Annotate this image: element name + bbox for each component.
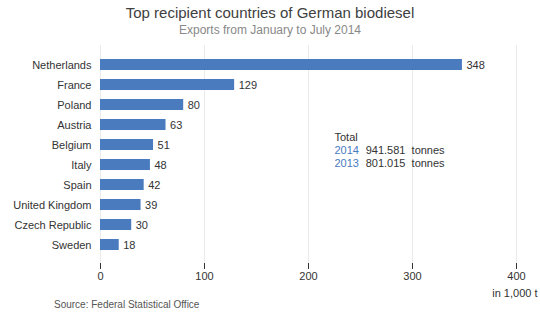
html-text:Top recipient countries of Ger: Top recipient countries of German biodie… xyxy=(125,4,415,21)
svg-text:Sweden: Sweden xyxy=(52,239,92,251)
svg-text:Poland: Poland xyxy=(57,99,91,111)
svg-text:51: 51 xyxy=(158,139,170,151)
svg-text:Netherlands: Netherlands xyxy=(32,59,92,71)
svg-text:200: 200 xyxy=(299,270,317,282)
svg-text:Austria: Austria xyxy=(57,119,92,131)
svg-text:48: 48 xyxy=(154,159,166,171)
svg-text:2013: 2013 xyxy=(335,157,359,169)
svg-text:in 1,000 t: in 1,000 t xyxy=(492,287,537,299)
html-text:Exports from January to July 2: Exports from January to July 2014 xyxy=(179,23,361,37)
svg-text:39: 39 xyxy=(145,199,157,211)
svg-text:18: 18 xyxy=(123,239,135,251)
svg-text:941.581 tonnes: 941.581 tonnes xyxy=(366,144,445,156)
svg-text:France: France xyxy=(57,79,91,91)
svg-text:Italy: Italy xyxy=(71,159,92,171)
svg-text:2014: 2014 xyxy=(335,144,359,156)
svg-text:42: 42 xyxy=(148,179,160,191)
svg-text:300: 300 xyxy=(403,270,421,282)
svg-text:Spain: Spain xyxy=(63,179,91,191)
svg-text:Czech Republic: Czech Republic xyxy=(14,219,92,231)
svg-text:Belgium: Belgium xyxy=(52,139,92,151)
svg-text:348: 348 xyxy=(466,59,484,71)
svg-text:400: 400 xyxy=(507,270,525,282)
svg-text:Total: Total xyxy=(335,131,358,143)
svg-text:80: 80 xyxy=(188,99,200,111)
svg-text:129: 129 xyxy=(239,79,257,91)
svg-text:0: 0 xyxy=(97,270,103,282)
svg-text:United Kingdom: United Kingdom xyxy=(13,199,91,211)
html-text:Source: Federal Statistical Of: Source: Federal Statistical Office xyxy=(54,299,200,310)
svg-text:30: 30 xyxy=(136,219,148,231)
svg-text:100: 100 xyxy=(195,270,213,282)
svg-text:801.015 tonnes: 801.015 tonnes xyxy=(366,157,445,169)
svg-text:63: 63 xyxy=(170,119,182,131)
